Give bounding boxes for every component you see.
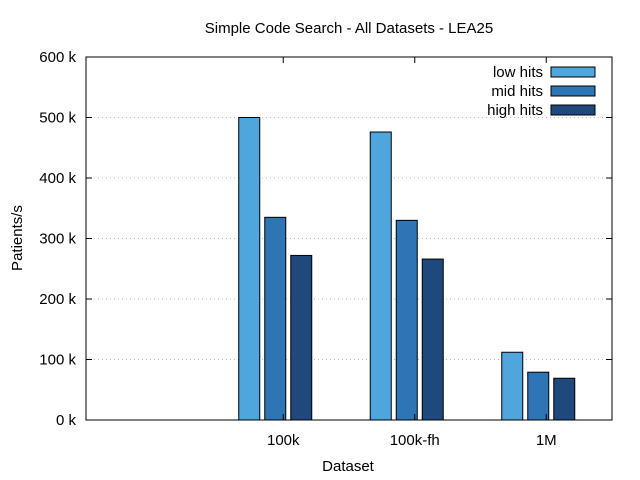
x-tick-label: 100k [267, 432, 300, 449]
legend-label: low hits [493, 64, 543, 81]
bars [238, 117, 576, 421]
bar [290, 254, 313, 421]
y-tick-label: 400 k [39, 170, 76, 187]
y-tick-label: 100 k [39, 352, 76, 369]
legend-swatch [550, 66, 596, 78]
chart-title: Simple Code Search - All Datasets - LEA2… [205, 20, 493, 37]
y-tick-label: 200 k [39, 291, 76, 308]
grid-lines [86, 117, 612, 360]
x-axis-label: Dataset [322, 458, 375, 475]
bar [264, 216, 287, 421]
axis-ticks: 0 k 100 k 200 k 300 k 400 k 500 k 600 k 100k 100… [39, 49, 612, 449]
x-tick-label: 1M [536, 432, 557, 449]
legend-swatch [550, 104, 596, 116]
y-tick-label: 600 k [39, 49, 76, 66]
y-tick-label: 300 k [39, 231, 76, 248]
y-axis-label: Patients/s [9, 205, 26, 271]
bar [369, 131, 392, 421]
bar [501, 351, 524, 421]
y-tick-label: 500 k [39, 110, 76, 127]
legend-swatch [550, 85, 596, 97]
bar [238, 117, 261, 421]
legend-label: mid hits [491, 83, 543, 100]
legend-label: high hits [487, 102, 543, 119]
legend: low hits mid hits high hits [487, 64, 596, 119]
bar [395, 219, 418, 421]
bar [553, 377, 576, 421]
bar [421, 258, 444, 421]
x-tick-label: 100k-fh [390, 432, 440, 449]
bar [527, 371, 550, 421]
y-tick-label: 0 k [56, 412, 77, 429]
